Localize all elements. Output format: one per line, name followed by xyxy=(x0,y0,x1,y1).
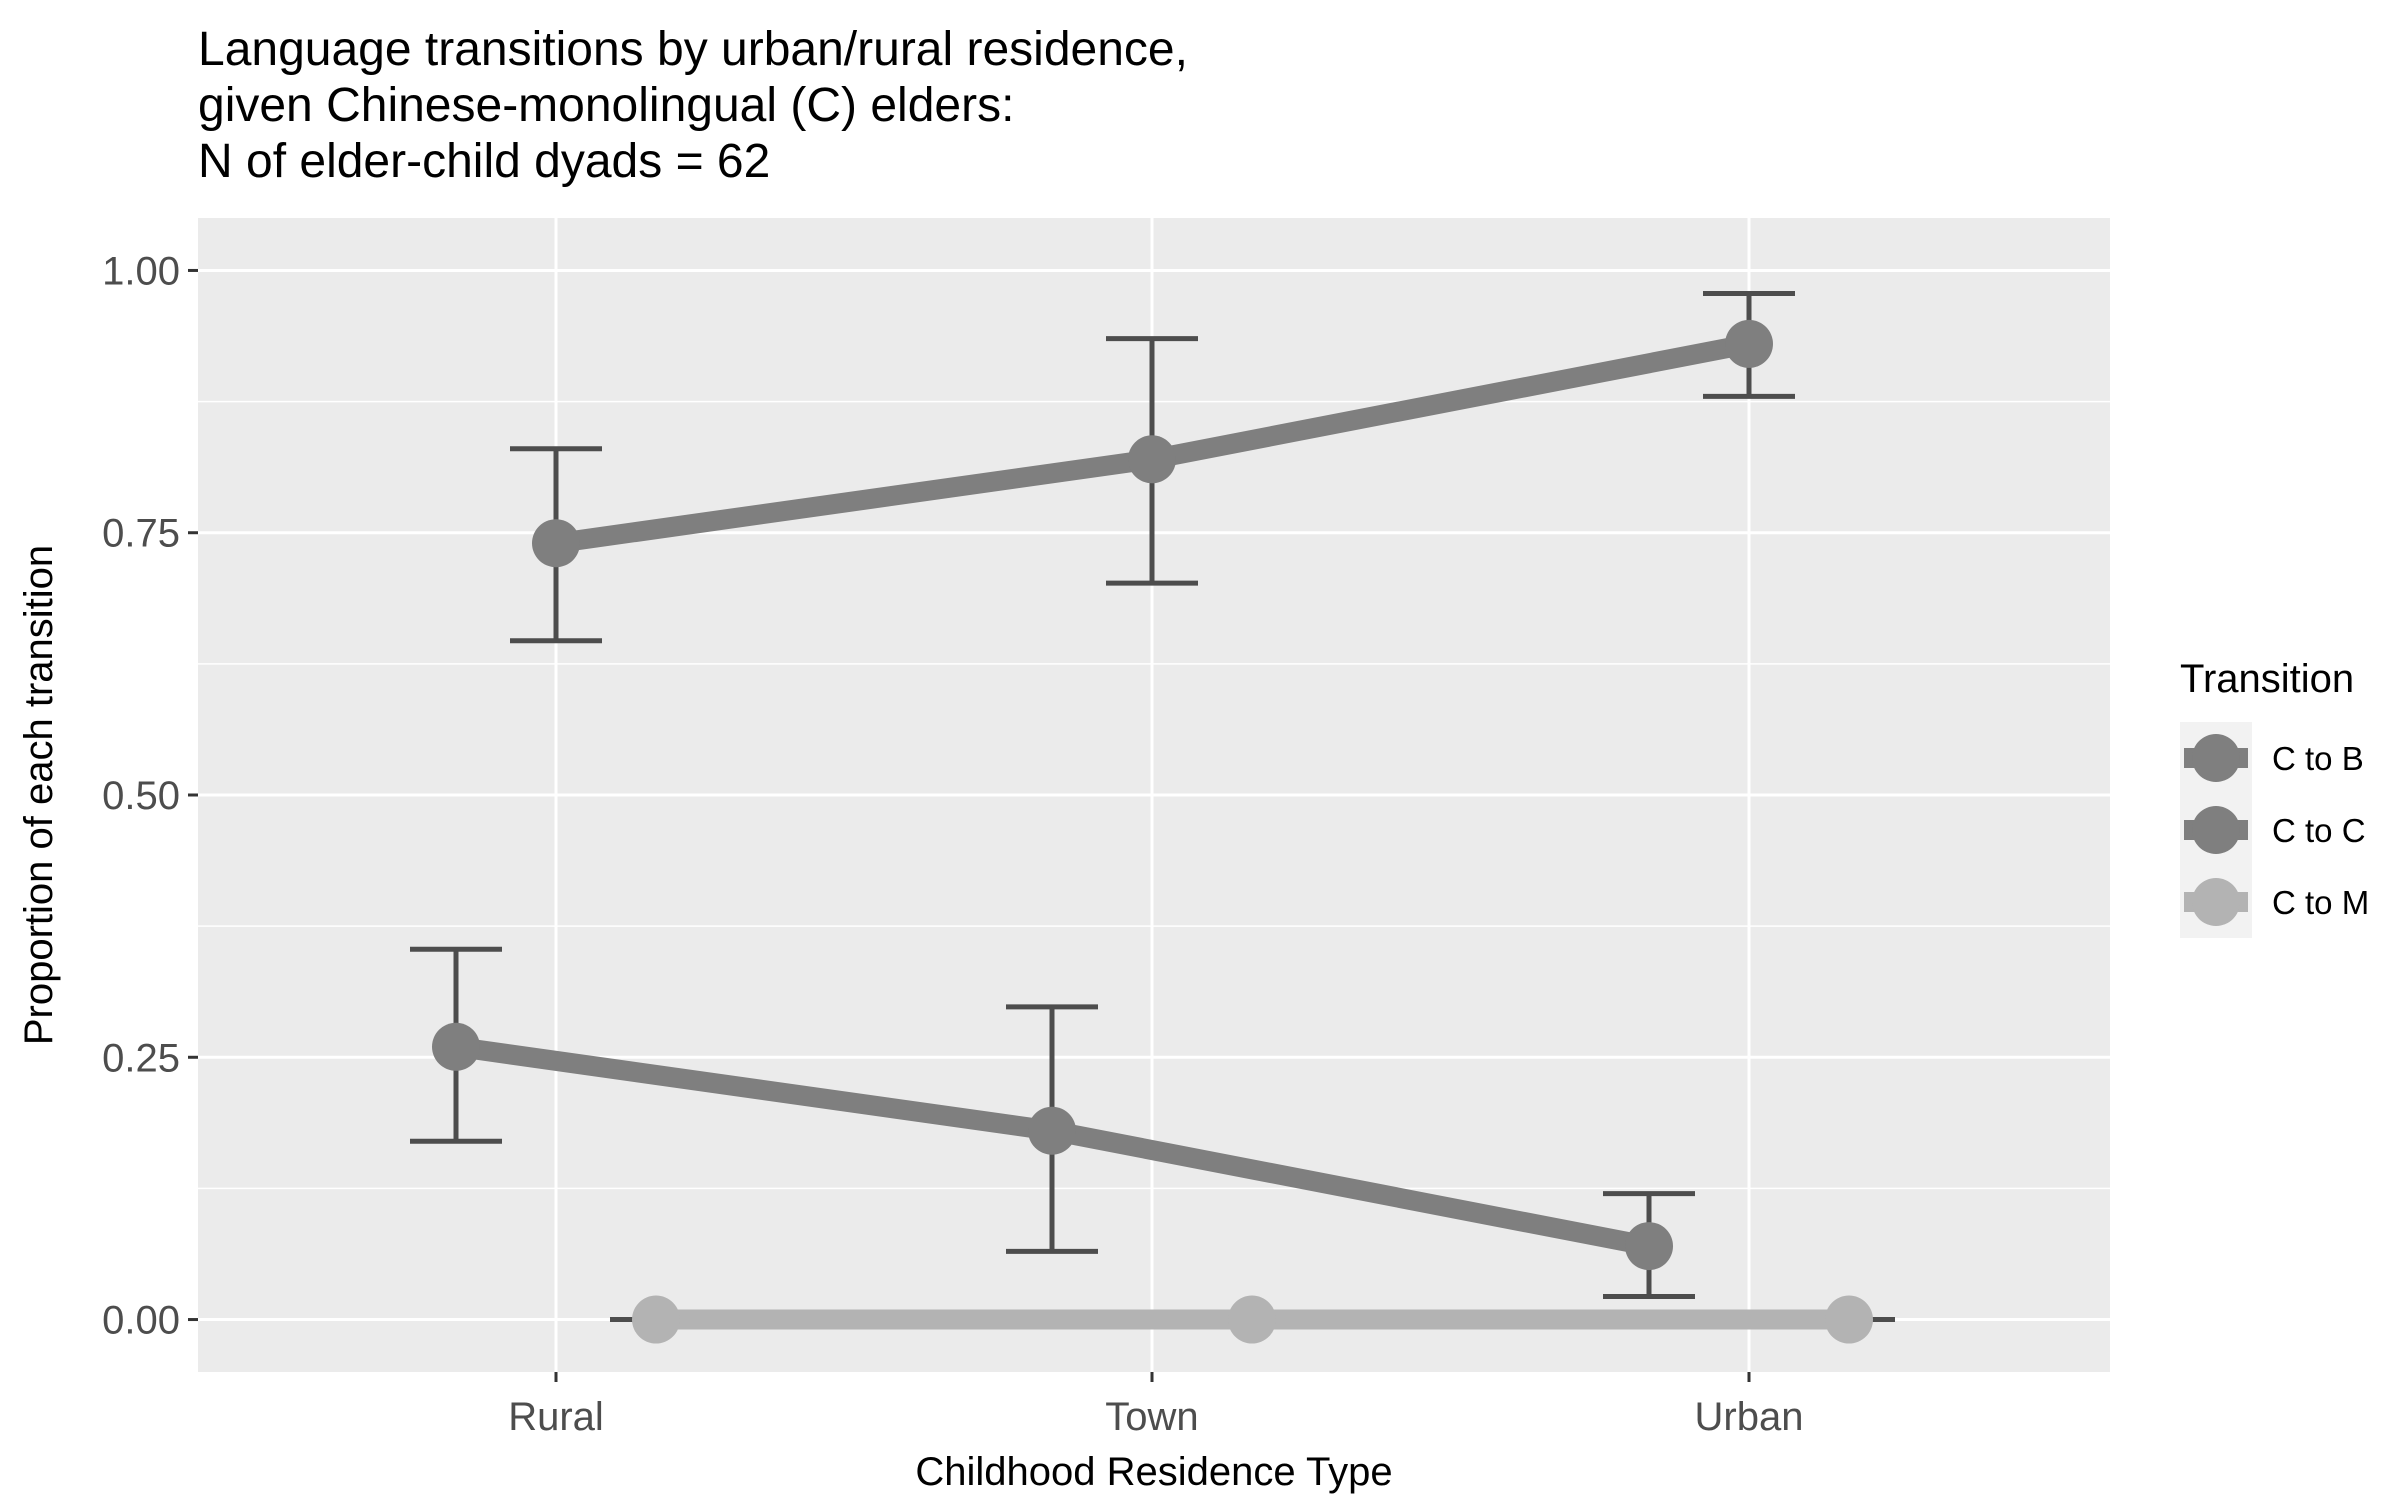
chart-title-line-1: Language transitions by urban/rural resi… xyxy=(198,23,1188,76)
data-point-c-to-b xyxy=(1028,1106,1076,1155)
legend-label-c-to-c: C to C xyxy=(2272,812,2366,849)
series-layer xyxy=(410,291,1895,1344)
x-axis-title: Childhood Residence Type xyxy=(915,1450,1392,1494)
legend-title: Transition xyxy=(2180,657,2354,701)
data-point-c-to-b xyxy=(1625,1222,1673,1271)
legend: Transition C to B C to C C to M xyxy=(2180,657,2369,938)
y-axis-title: Proportion of each transition xyxy=(17,545,61,1045)
legend-label-c-to-m: C to M xyxy=(2272,884,2369,921)
data-point-c-to-m xyxy=(1825,1295,1873,1344)
x-tick-label: Urban xyxy=(1695,1395,1804,1439)
chart-title-line-2: given Chinese-monolingual (C) elders: xyxy=(198,79,1015,132)
x-tick-label: Rural xyxy=(508,1395,604,1439)
y-tick-label: 0.25 xyxy=(102,1036,180,1080)
x-tick-label: Town xyxy=(1105,1395,1198,1439)
y-tick-label: 0.75 xyxy=(102,512,180,556)
data-point-c-to-c xyxy=(532,519,580,568)
data-point-c-to-b xyxy=(432,1022,480,1071)
y-tick-label: 0.50 xyxy=(102,774,180,818)
legend-label-c-to-b: C to B xyxy=(2272,740,2364,777)
data-point-c-to-m xyxy=(1228,1295,1276,1344)
data-point-c-to-m xyxy=(632,1295,680,1344)
chart-title-line-3: N of elder-child dyads = 62 xyxy=(198,135,771,188)
axis-layer: 0.00 0.25 0.50 0.75 1.00 Rural Town Urban xyxy=(102,249,1803,1439)
data-point-c-to-c xyxy=(1128,435,1176,484)
y-tick-label: 1.00 xyxy=(102,249,180,293)
legend-key-point-c-to-b xyxy=(2192,734,2240,782)
data-point-c-to-c xyxy=(1725,319,1773,368)
legend-key-point-c-to-m xyxy=(2192,878,2240,926)
y-tick-label: 0.00 xyxy=(102,1299,180,1343)
legend-key-point-c-to-c xyxy=(2192,806,2240,854)
